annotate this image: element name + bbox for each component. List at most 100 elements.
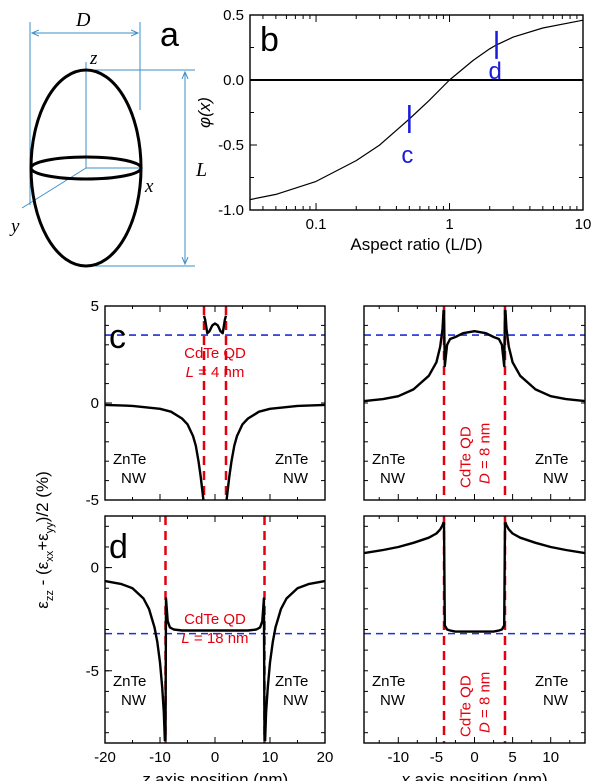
series-line-0 (105, 403, 205, 500)
nw-label-right: ZnTe (275, 673, 308, 690)
qd-size-label: L = 18 nm (181, 630, 248, 647)
ylabel-plus: +ε (33, 533, 52, 551)
panel-label-b: b (260, 21, 279, 59)
panel-label-a: a (160, 16, 179, 54)
x-tick-label: 0.1 (306, 216, 327, 233)
nw-label-left-2: NW (380, 692, 406, 709)
series-line-0 (364, 521, 445, 555)
qd-label-rotated: CdTe QD D = 8 nm (458, 672, 494, 737)
y-tick-label: -0.5 (218, 137, 244, 154)
nw-label-left: ZnTe (113, 673, 146, 690)
x-axis-rest: axis position (nm) (410, 770, 548, 781)
qd-size-variable: D (477, 722, 494, 733)
x-tick-label: -20 (94, 749, 116, 766)
ellipsoid-diagram: D z x y L a (9, 9, 207, 268)
nw-label-left: ZnTe (113, 451, 146, 468)
qd-size-variable: L (181, 630, 189, 647)
qd-size-value: = 8 nm (477, 423, 494, 473)
y-axis-label: φ(x) (195, 97, 214, 128)
qd-size-label: D = 8 nm (477, 672, 494, 733)
marker-label-d: d (489, 58, 502, 85)
x-tick-label: 10 (262, 749, 279, 766)
ellipsoid-equator (29, 155, 143, 181)
chart-c-x: CdTe QD D = 8 nm ZnTe NW ZnTe NW (363, 305, 586, 501)
label-L: L (195, 159, 207, 181)
qd-label: CdTe QD (184, 345, 246, 362)
x-axis-variable: z (141, 770, 151, 781)
x-axis-label: x axis position (nm) (400, 770, 547, 781)
series-line-1 (164, 597, 266, 741)
qd-size-value: = 18 nm (190, 630, 249, 647)
qd-size-value: = 8 nm (477, 672, 494, 722)
label-y: y (9, 216, 20, 237)
x-tick-label: -10 (387, 749, 409, 766)
qd-size-variable: L (186, 364, 194, 381)
chart-d-x: -10 -5 0 5 10 x axis position (nm) CdTe QD D = … (363, 515, 586, 781)
qd-label: CdTe QD (458, 426, 475, 488)
series-line-0 (250, 19, 583, 201)
series-group (364, 521, 585, 633)
marker-label-c: c (401, 142, 413, 169)
x-tick-label: -5 (430, 749, 443, 766)
nw-label-right: ZnTe (535, 451, 568, 468)
x-tick-label: -10 (149, 749, 171, 766)
y-tick-label: 0.0 (223, 72, 244, 89)
ylabel-tail: )/2 (%) (33, 471, 52, 522)
qd-size-label: D = 8 nm (477, 423, 494, 484)
plot-layer: c d 0.1 1 10 0.5 0.0 -0.5 -1.0 Aspect ratio (L/D)… (86, 7, 592, 781)
ylabel-sub-xx: xx (44, 550, 56, 562)
series-group (250, 19, 583, 201)
series-line-1 (202, 315, 228, 335)
series-group (105, 579, 325, 741)
y-tick-label: 0 (91, 395, 99, 412)
series-line-0 (105, 579, 167, 741)
chart-b: c d 0.1 1 10 0.5 0.0 -0.5 -1.0 Aspect ratio (L/D)… (195, 7, 591, 254)
nw-label-left-2: NW (121, 470, 147, 487)
panel-label-c: c (109, 318, 126, 356)
x-tick-label: 0 (470, 749, 478, 766)
nw-label-right-2: NW (283, 470, 309, 487)
series-line-2 (504, 521, 585, 555)
nw-label-right-2: NW (283, 692, 309, 709)
x-tick-label: 10 (542, 749, 559, 766)
qd-size-variable: D (477, 473, 494, 484)
nw-label-right: ZnTe (535, 673, 568, 690)
nw-label-left-2: NW (121, 692, 147, 709)
series-line-1 (442, 309, 507, 368)
qd-size-label: L = 4 nm (186, 364, 245, 381)
ylabel-eps-zz: ε (33, 601, 52, 609)
series-group (364, 309, 585, 403)
y-tick-label: -5 (86, 492, 99, 509)
nw-label-left-2: NW (380, 470, 406, 487)
x-tick-label: 0 (211, 749, 219, 766)
y-tick-label: -5 (86, 663, 99, 680)
y-tick-label: 0.5 (223, 7, 244, 24)
series-line-2 (263, 579, 325, 741)
x-tick-label: 1 (445, 216, 453, 233)
nw-label-left: ZnTe (372, 451, 405, 468)
nw-label-right: ZnTe (275, 451, 308, 468)
nw-label-left: ZnTe (372, 673, 405, 690)
nw-label-right-2: NW (543, 692, 569, 709)
series-group (105, 315, 325, 500)
x-axis-variable: x (400, 770, 410, 781)
y-tick-label: -1.0 (218, 202, 244, 219)
series-line-2 (225, 403, 325, 500)
chart-c-z: 5 0 -5 c CdTe QD L = 4 nm ZnTe NW ZnTe NW (86, 298, 326, 509)
x-axis-rest: axis position (nm) (150, 770, 288, 781)
series-line-2 (504, 309, 585, 403)
panel-label-d: d (109, 528, 128, 566)
x-axis-label: z axis position (nm) (141, 770, 288, 781)
ylabel-sub-yy: yy (44, 522, 56, 534)
shared-ylabel: εzz - (εxx+εyy)/2 (%) (33, 471, 56, 608)
qd-size-value: = 4 nm (194, 364, 244, 381)
y-tick-label: 5 (91, 298, 99, 315)
chart-d-z: -20 -10 0 10 20 0 -5 z axis position (nm) d CdTe … (86, 515, 333, 781)
series-line-1 (442, 522, 507, 633)
x-axis-label: Aspect ratio (L/D) (350, 235, 482, 254)
ylabel-mid: - (ε (33, 561, 52, 590)
label-z: z (89, 48, 98, 69)
qd-label-rotated: CdTe QD D = 8 nm (458, 423, 494, 488)
ylabel-sub-zz: zz (44, 590, 56, 601)
